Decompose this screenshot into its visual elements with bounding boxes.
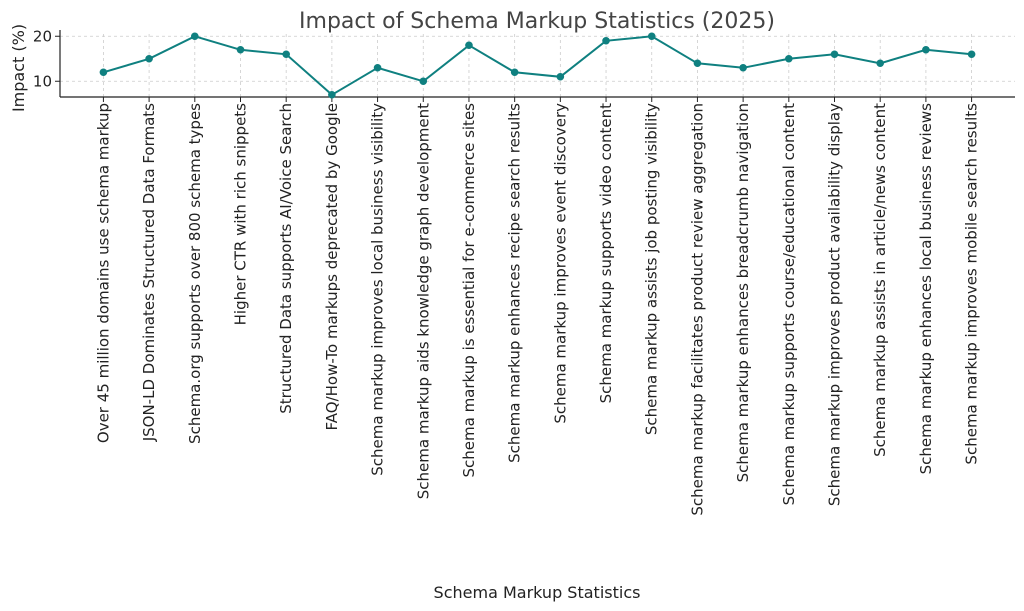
x-axis-label: Schema Markup Statistics bbox=[434, 583, 641, 602]
x-tick-label: Schema.org supports over 800 schema type… bbox=[186, 103, 204, 444]
x-tick-label: Over 45 million domains use schema marku… bbox=[94, 103, 112, 443]
axes bbox=[59, 30, 1015, 98]
data-point bbox=[876, 59, 885, 68]
data-point bbox=[922, 45, 930, 54]
data-point bbox=[282, 50, 290, 59]
data-point bbox=[556, 72, 565, 81]
grid-lines bbox=[60, 34, 1015, 97]
data-point bbox=[145, 54, 153, 63]
x-axis-ticks: Over 45 million domains use schema marku… bbox=[94, 97, 981, 516]
x-tick-label: Schema markup supports video content bbox=[597, 103, 615, 404]
x-tick-label: Schema markup supports course/educationa… bbox=[780, 103, 798, 506]
data-points bbox=[99, 32, 976, 99]
x-tick-label: Schema markup improves local business vi… bbox=[369, 103, 387, 476]
data-point bbox=[419, 77, 428, 86]
data-point bbox=[510, 68, 519, 77]
x-tick-label: Higher CTR with rich snippets bbox=[231, 103, 249, 326]
x-tick-label: Schema markup assists in article/news co… bbox=[871, 103, 889, 457]
series-impact bbox=[103, 35, 972, 97]
data-point bbox=[328, 90, 336, 99]
y-tick-label: 20 bbox=[33, 27, 52, 45]
series-line bbox=[103, 35, 972, 97]
x-tick-label: FAQ/How-To markups deprecated by Google bbox=[323, 103, 341, 430]
x-tick-label: Schema markup enhances recipe search res… bbox=[506, 103, 524, 463]
y-axis-label: Impact (%) bbox=[9, 24, 28, 112]
data-point bbox=[190, 32, 199, 41]
data-point bbox=[99, 68, 108, 77]
data-point bbox=[693, 59, 702, 68]
x-tick-label: Structured Data supports AI/Voice Search bbox=[277, 103, 295, 414]
data-point bbox=[373, 63, 382, 72]
x-tick-label: Schema markup enhances local business re… bbox=[917, 103, 935, 475]
data-point bbox=[647, 32, 656, 41]
data-point bbox=[830, 50, 839, 59]
data-point bbox=[739, 63, 747, 72]
data-point bbox=[785, 54, 793, 63]
chart-title: Impact of Schema Markup Statistics (2025… bbox=[299, 9, 775, 34]
x-tick-label: Schema markup aids knowledge graph devel… bbox=[414, 103, 432, 499]
data-point bbox=[236, 45, 245, 54]
data-point bbox=[602, 36, 610, 45]
x-tick-label: Schema markup improves product availabil… bbox=[826, 103, 844, 506]
data-point bbox=[465, 41, 473, 50]
y-axis-ticks: 10 20 bbox=[33, 27, 60, 90]
x-tick-label: Schema markup improves mobile search res… bbox=[963, 103, 981, 465]
x-tick-label: Schema markup facilitates product review… bbox=[688, 103, 706, 516]
x-tick-label: JSON-LD Dominates Structured Data Format… bbox=[140, 103, 158, 442]
x-tick-label: Schema markup assists job posting visibi… bbox=[643, 103, 661, 435]
data-point bbox=[967, 50, 976, 59]
x-tick-label: Schema markup is essential for e-commerc… bbox=[460, 103, 478, 478]
y-tick-label: 10 bbox=[33, 72, 52, 90]
x-tick-label: Schema markup enhances breadcrumb naviga… bbox=[734, 103, 752, 482]
x-tick-label: Schema markup improves event discovery bbox=[551, 103, 569, 424]
